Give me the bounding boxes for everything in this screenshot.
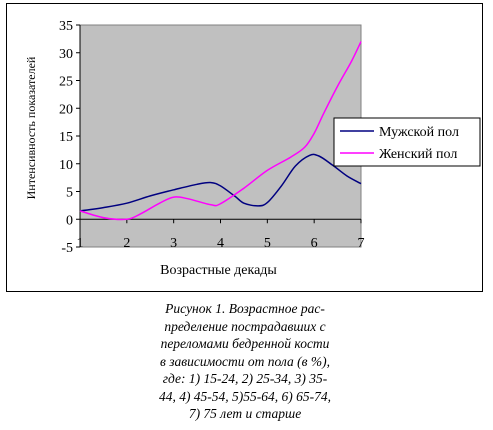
y-axis: -5 0 5 10 15 20 25 30 35 (59, 19, 81, 256)
y-tick-label: 30 (59, 47, 73, 62)
chart-frame: -5 0 5 10 15 20 25 30 35 1 2 3 4 5 6 7 Интенсивность п… (6, 3, 483, 292)
y-tick-label: 5 (66, 186, 73, 201)
x-tick-label: 2 (123, 236, 130, 251)
x-tick-label: 7 (358, 236, 365, 251)
x-tick-label: 5 (264, 236, 271, 251)
line-chart: -5 0 5 10 15 20 25 30 35 1 2 3 4 5 6 7 Интенсивность п… (24, 19, 481, 278)
y-tick-label: 10 (59, 158, 73, 173)
caption-line: переломами бедренной кости (160, 336, 330, 351)
x-tick-label: 1 (77, 236, 84, 251)
x-tick-label: 3 (170, 236, 177, 251)
y-tick-label: 35 (59, 19, 73, 34)
y-axis-label: Интенсивность показателей (24, 56, 38, 199)
caption-line: в зависимости от пола (в %), (160, 353, 330, 369)
y-tick-label: 15 (59, 130, 73, 145)
y-tick-label: 25 (59, 75, 73, 90)
x-tick-label: 4 (217, 236, 224, 251)
plot-area (79, 24, 362, 248)
y-tick-label: 0 (66, 213, 73, 228)
series-lines (79, 41, 362, 221)
y-tick-label: 20 (59, 102, 73, 117)
caption-line: пределение пострадавших с (164, 318, 326, 334)
caption-line: 7) 75 лет и старше (188, 406, 302, 421)
legend-label: Женский пол (379, 147, 457, 162)
series-line-female (79, 41, 362, 221)
figure-caption: Рисунок 1. Возрастное рас- пределение по… (120, 300, 370, 423)
series-line-male (79, 153, 362, 212)
caption-line: Рисунок 1. Возрастное рас- (165, 301, 325, 316)
y-tick-label: -5 (61, 241, 73, 256)
legend-box (333, 117, 481, 167)
legend: Мужской пол Женский пол (333, 117, 481, 167)
x-tick-label: 6 (311, 236, 318, 251)
x-axis-label: Возрастные декады (160, 263, 277, 278)
caption-line: 44, 4) 45-54, 5)55-64, 6) 65-74, (158, 388, 332, 404)
legend-label: Мужской пол (379, 125, 459, 140)
caption-line: где: 1) 15-24, 2) 25-34, 3) 35- (162, 371, 328, 386)
